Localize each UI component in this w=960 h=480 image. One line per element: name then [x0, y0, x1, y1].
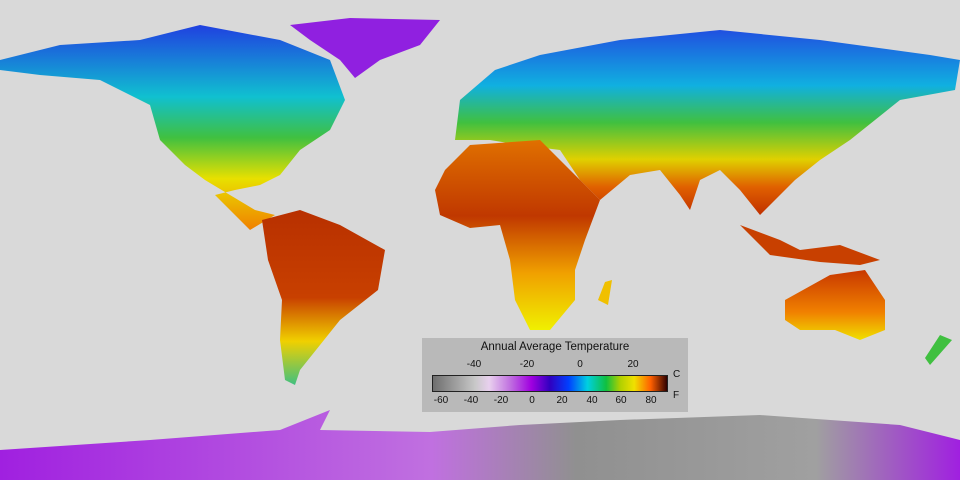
new-zealand	[925, 335, 952, 365]
fahrenheit-tick: 40	[586, 395, 598, 406]
south-america	[262, 210, 385, 385]
celsius-tick: -20	[519, 359, 535, 370]
antarctica	[0, 410, 960, 480]
southeast-asia-islands	[740, 225, 880, 265]
celsius-tick: 20	[627, 359, 639, 370]
madagascar	[598, 280, 612, 305]
fahrenheit-tick: 0	[529, 395, 535, 406]
celsius-tick: -40	[466, 359, 482, 370]
north-america	[0, 25, 345, 230]
colorbar	[432, 375, 668, 392]
fahrenheit-tick: 20	[556, 395, 568, 406]
africa	[435, 140, 600, 330]
greenland	[290, 18, 440, 78]
celsius-tick: 0	[577, 359, 583, 370]
eurasia	[455, 30, 960, 215]
temperature-legend: Annual Average Temperature -40 -20 0 20 …	[422, 338, 688, 412]
fahrenheit-tick: 80	[645, 395, 657, 406]
celsius-unit: C	[673, 369, 681, 380]
fahrenheit-tick: -60	[433, 395, 449, 406]
fahrenheit-tick: -20	[493, 395, 509, 406]
australia	[785, 270, 885, 340]
fahrenheit-tick: -40	[463, 395, 479, 406]
fahrenheit-tick: 60	[615, 395, 627, 406]
fahrenheit-unit: F	[673, 390, 680, 401]
legend-title: Annual Average Temperature	[480, 341, 630, 353]
